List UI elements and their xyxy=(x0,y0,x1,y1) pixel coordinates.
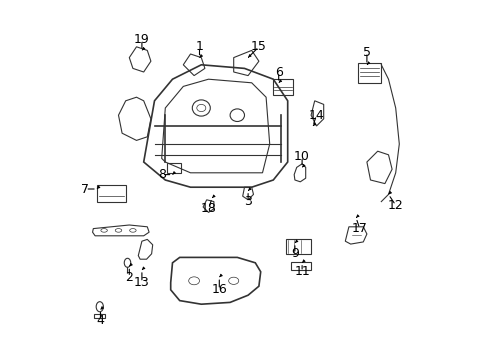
Bar xyxy=(94,314,105,318)
Text: 1: 1 xyxy=(195,40,203,53)
Bar xyxy=(167,163,181,173)
Text: 3: 3 xyxy=(244,195,251,208)
Text: 18: 18 xyxy=(200,202,216,215)
Text: 17: 17 xyxy=(351,222,367,235)
Text: 5: 5 xyxy=(362,46,370,59)
Bar xyxy=(357,63,381,83)
Bar xyxy=(291,262,310,270)
Text: 19: 19 xyxy=(134,33,149,46)
Text: 16: 16 xyxy=(211,283,227,296)
Text: 2: 2 xyxy=(125,271,133,284)
Bar xyxy=(273,79,292,95)
Text: 8: 8 xyxy=(157,168,165,181)
Text: 4: 4 xyxy=(96,314,104,327)
Text: 6: 6 xyxy=(274,66,282,78)
Text: 7: 7 xyxy=(81,183,89,195)
Text: 13: 13 xyxy=(134,276,149,289)
Text: 14: 14 xyxy=(308,109,324,122)
Text: 11: 11 xyxy=(294,265,309,278)
Text: 15: 15 xyxy=(250,40,266,53)
Text: 9: 9 xyxy=(290,247,298,260)
Text: 12: 12 xyxy=(387,199,403,212)
Text: 10: 10 xyxy=(294,150,309,163)
Bar xyxy=(97,185,125,202)
Bar xyxy=(285,239,310,254)
